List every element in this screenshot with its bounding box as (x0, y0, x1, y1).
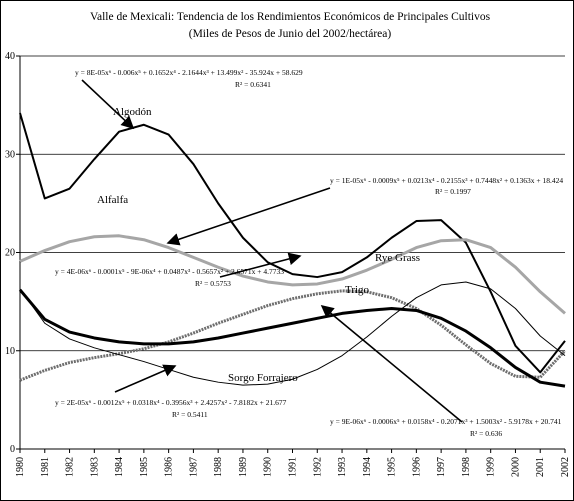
arrow (81, 79, 135, 130)
x-tick-label: 1989 (238, 457, 249, 477)
annotation: R² = 0.5411 (172, 410, 208, 419)
x-tick-label: 2001 (535, 457, 546, 477)
series-line (19, 112, 566, 374)
annotation: R² = 0.6341 (235, 80, 271, 89)
series-line (19, 289, 567, 382)
series-line (19, 234, 566, 315)
x-tick-label: 1995 (387, 457, 398, 477)
x-tick-label: 1980 (15, 457, 26, 477)
x-tick-label: 1984 (114, 457, 125, 477)
chart-subtitle: (Miles de Pesos de Junio del 2002/hectár… (189, 28, 392, 40)
arrow (320, 304, 463, 423)
x-tick-label: 1997 (436, 457, 447, 477)
x-tick-label: 1986 (164, 457, 175, 477)
y-tick-label: 30 (5, 149, 15, 160)
x-tick-label: 1988 (213, 457, 224, 477)
x-tick-label: 1998 (461, 457, 472, 477)
y-tick-label: 20 (5, 248, 15, 259)
x-tick-label: 1993 (337, 457, 348, 477)
x-tick-label: 1990 (263, 457, 274, 477)
x-tick-label: 1985 (139, 457, 150, 477)
arrow (219, 252, 302, 278)
annotation: R² = 0.5753 (195, 279, 231, 288)
y-tick-label: 40 (5, 51, 15, 62)
annotation: R² = 0.636 (470, 429, 502, 438)
x-tick-label: 2002 (560, 457, 571, 477)
chart-title: Valle de Mexicali: Tendencia de los Rend… (90, 11, 491, 23)
x-tick-label: 1981 (40, 457, 51, 477)
series-label: Algodón (113, 106, 152, 118)
annotation: y = 2E-05x⁶ - 0.0012x⁵ + 0.0318x⁴ - 0.39… (55, 398, 287, 407)
x-tick-label: 1999 (486, 457, 497, 477)
x-tick-label: 1982 (65, 457, 76, 477)
arrow (114, 364, 177, 393)
series-label: Rye Grass (375, 252, 420, 264)
annotation: y = 8E-05x⁶ - 0.006x⁵ + 0.1652x⁴ - 2.164… (75, 68, 303, 77)
y-tick-label: 0 (10, 444, 15, 455)
series-label: Sorgo Forrajero (228, 372, 298, 384)
annotation: y = 1E-05x⁶ - 0.0009x⁵ + 0.0213x⁴ - 0.21… (330, 176, 563, 185)
x-tick-label: 1991 (288, 457, 299, 477)
x-tick-label: 1983 (89, 457, 100, 477)
arrow (166, 187, 331, 246)
annotation: R² = 0.1997 (435, 187, 471, 196)
arrows (81, 79, 463, 423)
x-tick-label: 1994 (362, 457, 373, 477)
series-label: Trigo (345, 284, 370, 296)
y-tick-label: 10 (5, 346, 15, 357)
annotation: y = 9E-06x⁶ - 0.0006x⁵ + 0.0158x⁴ - 0.20… (330, 417, 562, 426)
series-line (19, 281, 566, 386)
x-tick-label: 1996 (411, 457, 422, 477)
annotation: y = 4E-06x⁶ - 0.0001x⁵ - 9E-06x⁴ + 0.048… (55, 267, 284, 276)
series-line (18, 288, 566, 388)
series-label: Alfalfa (97, 194, 128, 206)
x-tick-label: 1992 (312, 457, 323, 477)
x-tick-label: 1987 (188, 457, 199, 477)
x-tick-label: 2000 (510, 457, 521, 477)
